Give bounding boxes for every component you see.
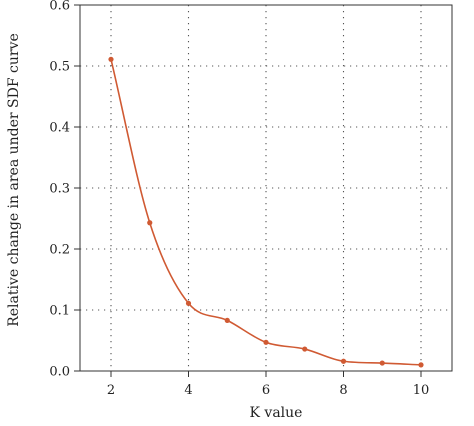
x-tick-label: 8 [339, 383, 347, 398]
data-point [224, 317, 230, 323]
y-axis-title: Relative change in area under SDF curve [6, 33, 22, 327]
x-tick-label: 4 [184, 383, 192, 398]
data-point [340, 358, 347, 364]
y-tick-label: 0.6 [49, 0, 70, 14]
y-tick-label: 0.2 [49, 243, 70, 258]
data-point [147, 220, 153, 226]
x-tick-label: 2 [107, 383, 115, 398]
data-point [108, 56, 114, 62]
data-point [263, 339, 269, 345]
data-point [185, 300, 192, 306]
x-tick-label: 10 [413, 383, 430, 398]
data-point [379, 360, 385, 366]
y-tick-label: 0.0 [49, 365, 70, 380]
y-tick-label: 0.5 [49, 60, 70, 75]
x-tick-labels: 2 4 6 8 10 [107, 383, 429, 398]
y-tick-label: 0.4 [49, 121, 70, 136]
data-points [108, 56, 424, 368]
y-tick-labels: 0.0 0.1 0.2 0.3 0.4 0.5 0.6 [49, 0, 70, 380]
x-axis-title: K value [250, 405, 303, 421]
axis-ticks [74, 4, 422, 377]
data-point [302, 346, 308, 352]
x-tick-label: 6 [262, 383, 270, 398]
y-tick-label: 0.3 [49, 182, 70, 197]
y-tick-label: 0.1 [49, 304, 70, 319]
data-point [418, 362, 424, 368]
